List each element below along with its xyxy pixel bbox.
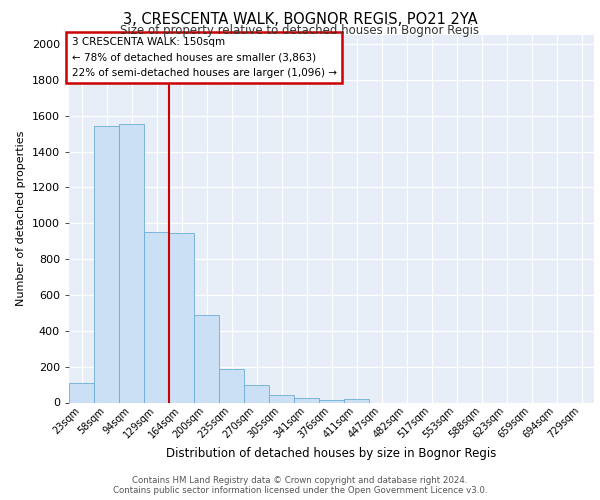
Text: 3, CRESCENTA WALK, BOGNOR REGIS, PO21 2YA: 3, CRESCENTA WALK, BOGNOR REGIS, PO21 2Y… [122,12,478,28]
Bar [169,233,194,402]
Y-axis label: Number of detached properties: Number of detached properties [16,131,26,306]
Bar [144,232,169,402]
Bar [244,386,269,402]
Bar [119,124,144,402]
Bar [269,396,294,402]
Bar [344,400,369,402]
Bar [294,398,319,402]
Text: Size of property relative to detached houses in Bognor Regis: Size of property relative to detached ho… [121,24,479,37]
X-axis label: Distribution of detached houses by size in Bognor Regis: Distribution of detached houses by size … [166,447,497,460]
Bar [194,314,219,402]
Bar [219,370,244,402]
Bar [319,400,344,402]
Text: Contains public sector information licensed under the Open Government Licence v3: Contains public sector information licen… [113,486,487,495]
Text: Contains HM Land Registry data © Crown copyright and database right 2024.: Contains HM Land Registry data © Crown c… [132,476,468,485]
Bar [94,126,119,402]
Text: 3 CRESCENTA WALK: 150sqm
← 78% of detached houses are smaller (3,863)
22% of sem: 3 CRESCENTA WALK: 150sqm ← 78% of detach… [71,37,337,78]
Bar [69,383,94,402]
